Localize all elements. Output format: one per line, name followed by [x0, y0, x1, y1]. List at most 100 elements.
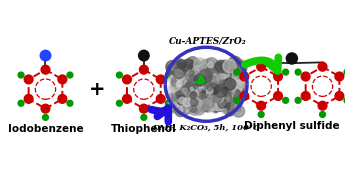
- Circle shape: [211, 78, 218, 86]
- Circle shape: [175, 81, 188, 94]
- Circle shape: [175, 70, 183, 78]
- Circle shape: [168, 89, 174, 95]
- Circle shape: [318, 101, 327, 110]
- Circle shape: [224, 101, 226, 104]
- Circle shape: [174, 63, 183, 72]
- Circle shape: [228, 83, 234, 90]
- Circle shape: [172, 83, 178, 89]
- Circle shape: [194, 109, 199, 114]
- Circle shape: [206, 103, 216, 112]
- Circle shape: [202, 108, 205, 111]
- Circle shape: [206, 68, 217, 78]
- Circle shape: [177, 70, 186, 80]
- Circle shape: [217, 82, 229, 95]
- Circle shape: [170, 82, 180, 92]
- Circle shape: [206, 81, 217, 92]
- Circle shape: [194, 93, 200, 98]
- Circle shape: [220, 69, 229, 79]
- Circle shape: [139, 65, 148, 74]
- Circle shape: [176, 106, 183, 113]
- Circle shape: [221, 66, 233, 78]
- Circle shape: [207, 91, 219, 104]
- Circle shape: [233, 94, 240, 100]
- Circle shape: [179, 86, 190, 98]
- Circle shape: [41, 104, 50, 113]
- Circle shape: [207, 99, 217, 109]
- Circle shape: [202, 89, 215, 102]
- Circle shape: [204, 82, 215, 93]
- Circle shape: [236, 90, 239, 93]
- Circle shape: [194, 86, 201, 92]
- Circle shape: [192, 89, 205, 102]
- Circle shape: [191, 98, 202, 109]
- Circle shape: [230, 81, 240, 91]
- Circle shape: [237, 68, 241, 73]
- Circle shape: [233, 65, 235, 68]
- Circle shape: [58, 75, 67, 84]
- Circle shape: [117, 100, 122, 106]
- Circle shape: [257, 101, 266, 110]
- Circle shape: [210, 71, 213, 74]
- Circle shape: [198, 93, 204, 99]
- Circle shape: [320, 112, 326, 117]
- Circle shape: [172, 69, 178, 75]
- Circle shape: [234, 97, 240, 103]
- Circle shape: [230, 109, 233, 112]
- Circle shape: [214, 95, 222, 103]
- Circle shape: [218, 76, 224, 82]
- Circle shape: [218, 62, 225, 69]
- Circle shape: [222, 77, 226, 81]
- Circle shape: [225, 62, 228, 66]
- Circle shape: [207, 64, 219, 77]
- Circle shape: [187, 76, 196, 86]
- Circle shape: [176, 81, 182, 87]
- Circle shape: [231, 60, 239, 69]
- Circle shape: [223, 101, 228, 105]
- Circle shape: [139, 104, 148, 113]
- Circle shape: [194, 58, 207, 71]
- Circle shape: [202, 84, 209, 90]
- Circle shape: [179, 63, 183, 67]
- Circle shape: [216, 69, 223, 76]
- Circle shape: [211, 60, 224, 73]
- Circle shape: [174, 80, 187, 92]
- Circle shape: [236, 65, 246, 74]
- Circle shape: [206, 88, 209, 91]
- Circle shape: [295, 69, 301, 75]
- Circle shape: [139, 50, 149, 61]
- Circle shape: [24, 94, 33, 103]
- Circle shape: [186, 57, 199, 69]
- Circle shape: [177, 77, 184, 85]
- Circle shape: [166, 100, 171, 106]
- Circle shape: [214, 62, 223, 71]
- Circle shape: [169, 93, 175, 100]
- Circle shape: [214, 65, 224, 76]
- Circle shape: [229, 77, 238, 87]
- Circle shape: [224, 87, 228, 91]
- Circle shape: [189, 72, 197, 80]
- Circle shape: [212, 84, 220, 91]
- Circle shape: [232, 80, 240, 88]
- Circle shape: [234, 97, 238, 101]
- Circle shape: [168, 98, 178, 108]
- Circle shape: [224, 72, 236, 84]
- Circle shape: [258, 112, 264, 117]
- Circle shape: [227, 94, 236, 103]
- Circle shape: [199, 63, 212, 75]
- Circle shape: [207, 85, 212, 90]
- Circle shape: [212, 92, 216, 95]
- Text: +: +: [89, 80, 105, 99]
- Circle shape: [171, 66, 175, 70]
- Circle shape: [214, 84, 227, 97]
- Circle shape: [188, 62, 200, 75]
- Circle shape: [194, 109, 198, 113]
- Circle shape: [178, 74, 192, 88]
- Circle shape: [257, 62, 266, 71]
- Circle shape: [206, 104, 214, 112]
- Circle shape: [239, 88, 242, 91]
- Circle shape: [18, 100, 24, 106]
- Circle shape: [236, 70, 243, 78]
- Circle shape: [170, 102, 176, 108]
- Circle shape: [181, 88, 189, 96]
- Circle shape: [233, 105, 245, 117]
